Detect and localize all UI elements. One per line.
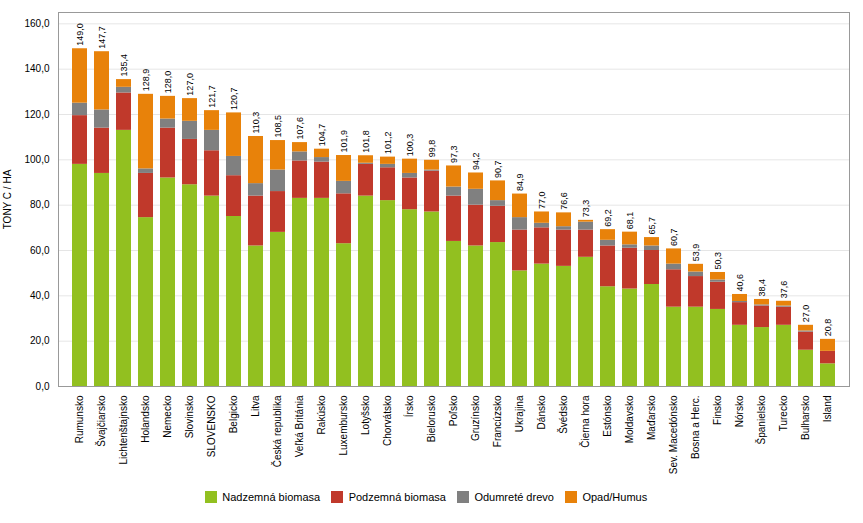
svg-text:TONY C / HA: TONY C / HA bbox=[2, 169, 13, 229]
svg-text:65,7: 65,7 bbox=[647, 217, 657, 235]
html-text:Odumreté drevo: Odumreté drevo bbox=[474, 490, 554, 503]
svg-text:160,0: 160,0 bbox=[24, 18, 49, 29]
svg-text:94,2: 94,2 bbox=[471, 152, 481, 170]
svg-text:40,0: 40,0 bbox=[30, 290, 50, 301]
svg-text:Island: Island bbox=[822, 396, 833, 423]
svg-text:Bulharsko: Bulharsko bbox=[800, 395, 811, 440]
svg-text:20,0: 20,0 bbox=[30, 335, 50, 346]
svg-text:76,6: 76,6 bbox=[559, 192, 569, 210]
svg-text:20,8: 20,8 bbox=[823, 319, 833, 337]
svg-text:104,7: 104,7 bbox=[317, 124, 327, 147]
svg-text:135,4: 135,4 bbox=[119, 54, 129, 77]
svg-text:77,0: 77,0 bbox=[537, 191, 547, 209]
svg-text:108,5: 108,5 bbox=[273, 115, 283, 138]
svg-text:Írsko: Írsko bbox=[403, 395, 415, 417]
svg-text:121,7: 121,7 bbox=[207, 85, 217, 108]
svg-text:Moldavsko: Moldavsko bbox=[624, 395, 635, 443]
svg-text:Maďarsko: Maďarsko bbox=[646, 395, 657, 440]
svg-text:97,3: 97,3 bbox=[449, 145, 459, 163]
svg-text:60,7: 60,7 bbox=[669, 228, 679, 246]
svg-text:107,6: 107,6 bbox=[295, 117, 305, 140]
svg-text:Chorvátsko: Chorvátsko bbox=[382, 395, 393, 446]
svg-text:Rakúsko: Rakúsko bbox=[316, 395, 327, 434]
svg-text:Česká republika: Česká republika bbox=[271, 395, 283, 467]
svg-text:Gruzínsko: Gruzínsko bbox=[470, 395, 481, 441]
svg-text:0,0: 0,0 bbox=[36, 381, 50, 392]
svg-text:60,0: 60,0 bbox=[30, 245, 50, 256]
svg-text:SLOVENSKO: SLOVENSKO bbox=[206, 395, 217, 457]
svg-text:120,0: 120,0 bbox=[24, 109, 49, 120]
svg-text:80,0: 80,0 bbox=[30, 199, 50, 210]
svg-text:Veľká Británia: Veľká Británia bbox=[294, 395, 305, 457]
svg-text:37,6: 37,6 bbox=[779, 281, 789, 299]
svg-text:Ukrajina: Ukrajina bbox=[514, 395, 525, 432]
svg-text:Švajčiarsko: Švajčiarsko bbox=[95, 395, 107, 447]
svg-text:53,9: 53,9 bbox=[691, 244, 701, 262]
svg-text:Nemecko: Nemecko bbox=[162, 395, 173, 438]
svg-text:90,7: 90,7 bbox=[493, 160, 503, 178]
svg-text:110,3: 110,3 bbox=[251, 112, 261, 134]
html-text:Podzemná biomasa: Podzemná biomasa bbox=[348, 490, 446, 503]
svg-text:127,0: 127,0 bbox=[185, 73, 195, 96]
svg-text:Dánsko: Dánsko bbox=[536, 395, 547, 429]
svg-text:128,9: 128,9 bbox=[141, 69, 151, 92]
svg-text:120,7: 120,7 bbox=[229, 87, 239, 110]
svg-text:Lotyšsko: Lotyšsko bbox=[360, 395, 371, 435]
svg-text:Bosna a Herc.: Bosna a Herc. bbox=[690, 396, 701, 459]
svg-text:147,7: 147,7 bbox=[97, 26, 107, 49]
svg-text:101,8: 101,8 bbox=[361, 130, 371, 153]
svg-text:128,0: 128,0 bbox=[163, 71, 173, 94]
svg-text:40,6: 40,6 bbox=[735, 274, 745, 292]
html-text:Nadzemná biomasa: Nadzemná biomasa bbox=[222, 490, 321, 503]
svg-text:38,4: 38,4 bbox=[757, 279, 767, 297]
svg-text:Francúzsko: Francúzsko bbox=[492, 395, 503, 447]
svg-text:100,0: 100,0 bbox=[24, 154, 49, 165]
svg-text:73,3: 73,3 bbox=[581, 200, 591, 218]
svg-text:69,2: 69,2 bbox=[603, 209, 613, 227]
svg-text:Luxembursko: Luxembursko bbox=[338, 395, 349, 455]
svg-text:101,2: 101,2 bbox=[383, 132, 393, 155]
svg-text:Sev. Macedónsko: Sev. Macedónsko bbox=[668, 395, 679, 474]
svg-text:84,9: 84,9 bbox=[515, 174, 525, 192]
svg-text:Slovinsko: Slovinsko bbox=[184, 395, 195, 438]
svg-text:99,8: 99,8 bbox=[427, 140, 437, 158]
svg-text:Lichtenštajnsko: Lichtenštajnsko bbox=[118, 395, 129, 464]
svg-text:Čierna hora: Čierna hora bbox=[579, 395, 591, 448]
svg-text:27,0: 27,0 bbox=[801, 305, 811, 323]
svg-text:Švédsko: Švédsko bbox=[557, 395, 569, 434]
html-text:Opad/Humus: Opad/Humus bbox=[582, 490, 648, 503]
svg-text:Nórsko: Nórsko bbox=[734, 395, 745, 427]
svg-text:Bielorusko: Bielorusko bbox=[426, 395, 437, 442]
svg-text:101,9: 101,9 bbox=[339, 130, 349, 153]
svg-text:149,0: 149,0 bbox=[75, 23, 85, 46]
svg-text:Turecko: Turecko bbox=[778, 395, 789, 431]
svg-text:Rumunsko: Rumunsko bbox=[74, 395, 85, 443]
svg-text:50,3: 50,3 bbox=[713, 252, 723, 270]
svg-text:Belgicko: Belgicko bbox=[228, 395, 239, 433]
svg-text:68,1: 68,1 bbox=[625, 212, 635, 230]
svg-text:Estónsko: Estónsko bbox=[602, 395, 613, 437]
svg-text:Holandsko: Holandsko bbox=[140, 395, 151, 443]
svg-text:Finsko: Finsko bbox=[712, 395, 723, 425]
svg-text:100,3: 100,3 bbox=[405, 134, 415, 157]
svg-text:Litva: Litva bbox=[250, 395, 261, 417]
svg-text:Španielsko: Španielsko bbox=[755, 395, 767, 444]
svg-text:140,0: 140,0 bbox=[24, 63, 49, 74]
svg-text:Poľsko: Poľsko bbox=[448, 395, 459, 426]
